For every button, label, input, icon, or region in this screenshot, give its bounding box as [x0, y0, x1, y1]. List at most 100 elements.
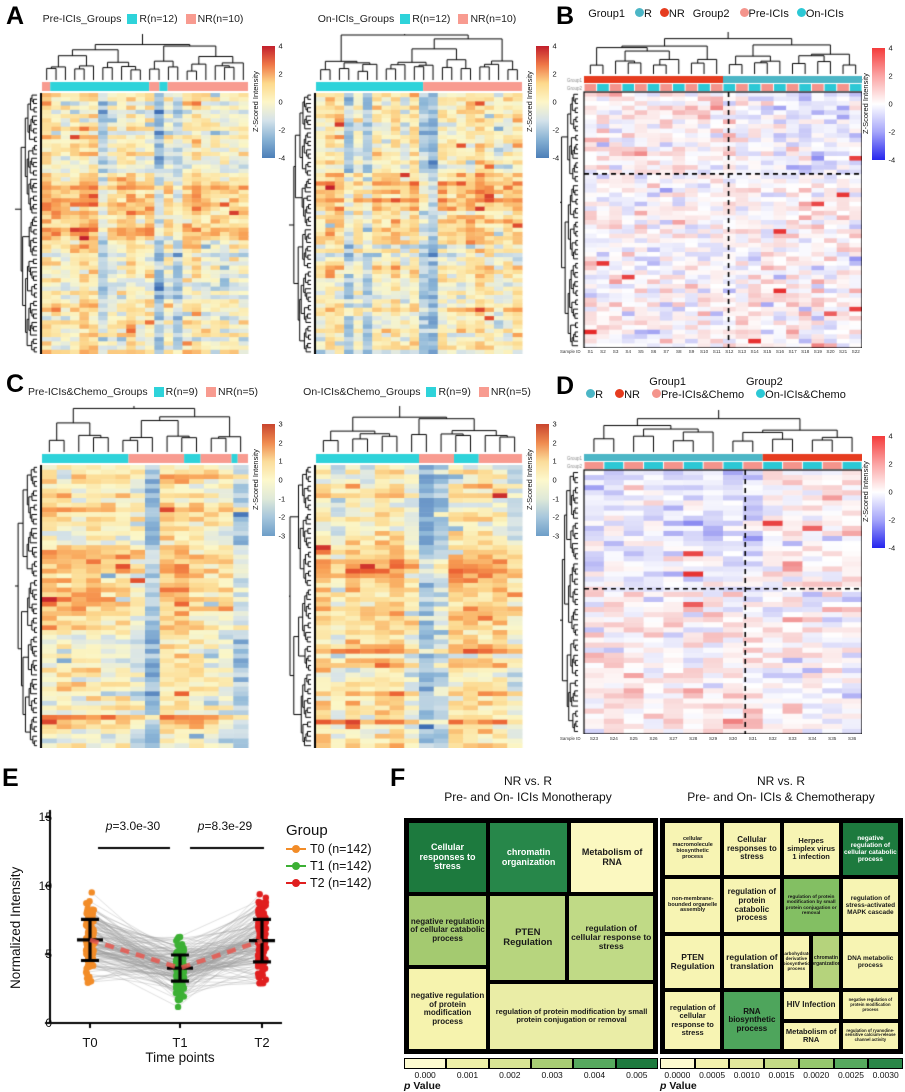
pvalue-scale-segment — [764, 1058, 799, 1069]
colorbar-tick: 2 — [552, 69, 557, 79]
colorbar-label: Z-Scored Intensity — [251, 71, 260, 133]
treemap-cell: non-membrane-bounded organelle assembly — [663, 877, 723, 934]
x-axis-label: Time points — [145, 1050, 215, 1065]
treemap-cell: chromatin organization — [488, 821, 570, 895]
pvalue-scale-segment — [530, 1058, 574, 1069]
sample-id: S23 — [589, 736, 599, 741]
legend-group-title: Group1 — [649, 376, 686, 388]
legend-label: NR(n=10) — [197, 13, 244, 25]
pvalue-scale-tick: 0.0005 — [699, 1070, 726, 1080]
treemap-title-line: Pre- and On- ICIs Monotherapy — [444, 789, 612, 804]
colorbar-tick: 3 — [278, 419, 283, 429]
pvalue-scale-tick: 0.0030 — [872, 1070, 899, 1080]
heatmap-title-text: Pre-ICIs&Chemo_Groups — [27, 386, 148, 398]
heatmap-title-on-icis: On-ICIs_Groups R(n=12) NR(n=10) — [292, 13, 542, 25]
legend-dot — [739, 8, 749, 17]
colorbar-tick: 0 — [888, 487, 893, 497]
legend-swatch — [458, 14, 469, 24]
colorbar-tick: 4 — [888, 431, 893, 441]
pvalue-scale-tick: 0.0000 — [664, 1070, 691, 1080]
legend-dot — [796, 8, 806, 17]
legend-label: NR — [668, 8, 685, 20]
legend-item: R(n=12) — [400, 13, 450, 25]
colorbar-tick: -2 — [888, 127, 896, 137]
y-tick-label: 10 — [38, 878, 52, 893]
treemap-cell: Cellular responses to stress — [722, 821, 782, 878]
legend-label: R — [643, 8, 652, 20]
heatmap-group-legend: R(n=9) NR(n=5) — [153, 386, 258, 398]
sample-id: S15 — [763, 349, 772, 354]
pvalue-scale-tick: 0.005 — [626, 1070, 648, 1080]
treemap-title-line: NR vs. R — [504, 774, 552, 788]
timecourse-legend: Group T0 (n=142) T1 (n=142) T2 (n=142) — [286, 822, 372, 890]
sample-id: S31 — [748, 736, 757, 741]
legend-item: Pre-ICIs — [739, 8, 789, 20]
legend-marker-dot — [292, 879, 300, 887]
treemap-cell: negative regulation of protein modificat… — [840, 990, 900, 1021]
pvalue-scale-segment — [573, 1058, 616, 1069]
pvalue-scale-tick: 0.0015 — [768, 1070, 795, 1080]
legend-swatch — [478, 387, 489, 397]
treemap-cell: RNA biosynthetic process — [722, 990, 782, 1051]
colorbar-tick: -4 — [278, 153, 286, 163]
y-tick-label: 0 — [45, 1016, 52, 1030]
legend-marker-dot — [292, 862, 300, 870]
sample-id: S36 — [848, 736, 857, 741]
treemap-title-chemotherapy: NR vs. R Pre- and On- ICIs & Chemotherap… — [656, 774, 905, 805]
legend-dot — [615, 389, 625, 398]
treemap-cell: negative regulation of cellular cataboli… — [407, 894, 489, 968]
sample-id: S18 — [801, 349, 810, 354]
pvalue-label-text: Value — [666, 1080, 697, 1092]
panel-label-c: C — [6, 370, 25, 398]
colorbar-tick: 0 — [278, 97, 283, 107]
pvalue-scale-tick: 0.003 — [541, 1070, 563, 1080]
legend-dot — [756, 389, 766, 398]
legend-dot — [586, 389, 596, 398]
colorbar-label: Z-Scored Intensity — [861, 73, 870, 135]
legend-title: Group — [286, 822, 328, 839]
legend-label: NR(n=5) — [490, 386, 531, 398]
sample-id: S10 — [699, 349, 709, 354]
legend-item: R(n=9) — [153, 386, 198, 398]
colorbar-tick: -4 — [552, 153, 560, 163]
sample-id: S22 — [851, 349, 860, 354]
treemap-title-monotherapy: NR vs. R Pre- and On- ICIs Monotherapy — [398, 774, 658, 805]
legend-label: R(n=12) — [139, 13, 178, 25]
legend-swatch — [426, 387, 437, 397]
pvalue-scale-segment — [868, 1058, 904, 1069]
sample-id: S12 — [725, 349, 734, 354]
pvalue-scale-segment — [798, 1058, 834, 1069]
y-tick-label: 15 — [38, 810, 52, 824]
colorbar-gradient — [871, 436, 885, 548]
colorbar-on-icis: Z-Scored Intensity 4 2 0 -2 -4 — [525, 42, 566, 163]
pvalue-scale-monotherapy: 0.000 0.001 0.002 0.003 0.004 0.005 p Value — [404, 1058, 658, 1092]
colorbar-label: Z-Scored Intensity — [861, 461, 870, 523]
sample-id: S3 — [612, 349, 619, 354]
legend-item: NR(n=10) — [185, 13, 244, 25]
treemap-monotherapy: Cellular responses to stress chromatin or… — [404, 818, 658, 1054]
pvalue-scale-segments — [404, 1058, 658, 1069]
panel-label-d: D — [556, 372, 575, 400]
legend-label: NR(n=5) — [218, 386, 258, 398]
legend-item: Pre-ICIs&Chemo — [652, 389, 744, 401]
panel-label-b: B — [556, 2, 575, 30]
colorbar-tick: 1 — [552, 456, 557, 466]
legend-item: On-ICIs — [796, 8, 844, 20]
colorbar-tick: -2 — [552, 512, 560, 522]
pvalue-scale-segment — [615, 1058, 658, 1069]
legend-label: On-ICIs — [805, 8, 844, 20]
sample-id: S5 — [638, 349, 644, 354]
sample-id: S35 — [828, 736, 837, 741]
pvalue-scale-segment — [694, 1058, 730, 1069]
pvalue-scale-tick: 0.0020 — [803, 1070, 830, 1080]
legend-marker-dot — [292, 845, 300, 853]
legend-label: T0 (n=142) — [310, 842, 372, 856]
colorbar-tick: -2 — [278, 512, 286, 522]
treemap-cell: HIV Infection — [781, 990, 841, 1021]
treemap-cell: regulation of protein modification by sm… — [488, 981, 655, 1051]
colorbar-ticks: 3 2 1 0 -1 -2 -3 — [551, 420, 566, 541]
legend-item: NR(n=10) — [458, 13, 516, 25]
legend-swatch — [185, 14, 196, 24]
sample-id-label: Sample ID — [560, 349, 581, 354]
